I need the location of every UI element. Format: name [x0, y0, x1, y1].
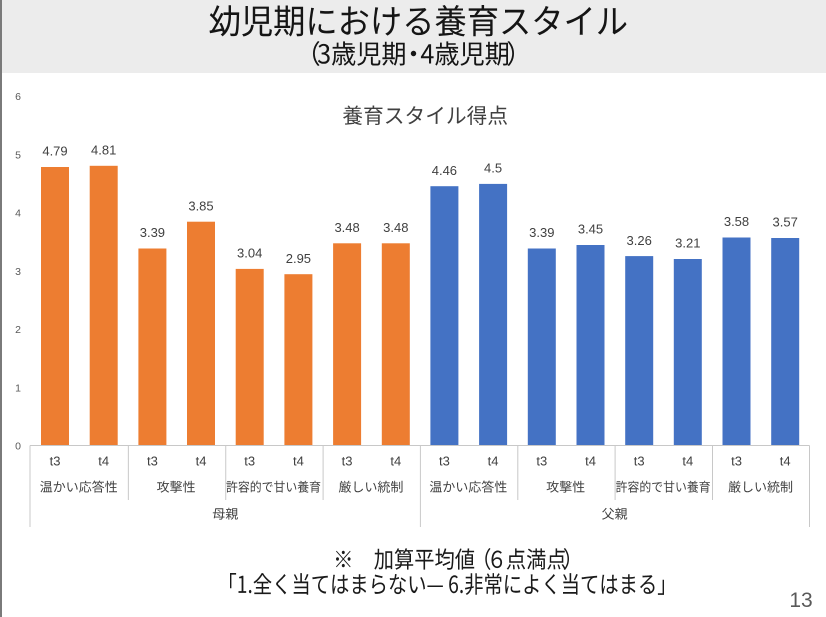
svg-text:3.39: 3.39: [529, 225, 554, 240]
svg-text:t3: t3: [731, 454, 742, 469]
svg-text:4.79: 4.79: [42, 144, 67, 159]
svg-text:t4: t4: [98, 454, 109, 469]
svg-text:3.58: 3.58: [724, 214, 749, 229]
svg-text:3.45: 3.45: [578, 222, 603, 237]
svg-text:t3: t3: [536, 454, 547, 469]
svg-text:3.48: 3.48: [383, 220, 408, 235]
svg-text:3.85: 3.85: [188, 198, 213, 213]
svg-text:3.26: 3.26: [627, 233, 652, 248]
svg-text:3.57: 3.57: [773, 215, 798, 230]
svg-text:2.95: 2.95: [286, 251, 311, 266]
svg-text:t3: t3: [50, 454, 61, 469]
svg-text:t4: t4: [682, 454, 693, 469]
svg-text:t4: t4: [780, 454, 791, 469]
svg-text:5: 5: [15, 149, 21, 161]
svg-text:t4: t4: [293, 454, 304, 469]
svg-text:t4: t4: [488, 454, 499, 469]
svg-text:1: 1: [15, 382, 21, 394]
svg-text:3: 3: [15, 266, 21, 278]
svg-text:t3: t3: [342, 454, 353, 469]
svg-text:t4: t4: [585, 454, 596, 469]
svg-text:4.5: 4.5: [484, 161, 502, 176]
svg-text:3.21: 3.21: [675, 236, 700, 251]
svg-text:t3: t3: [147, 454, 158, 469]
svg-text:t3: t3: [634, 454, 645, 469]
svg-text:3.48: 3.48: [334, 220, 359, 235]
svg-text:t3: t3: [439, 454, 450, 469]
svg-text:0: 0: [15, 441, 21, 453]
svg-text:4: 4: [15, 208, 21, 220]
svg-text:4.46: 4.46: [432, 163, 457, 178]
svg-text:4.81: 4.81: [91, 143, 116, 158]
svg-text:t3: t3: [244, 454, 255, 469]
svg-text:t4: t4: [196, 454, 207, 469]
svg-text:3.39: 3.39: [140, 225, 165, 240]
svg-text:6: 6: [15, 91, 21, 103]
svg-text:2: 2: [15, 324, 21, 336]
svg-text:3.04: 3.04: [237, 246, 262, 261]
svg-text:t4: t4: [390, 454, 401, 469]
